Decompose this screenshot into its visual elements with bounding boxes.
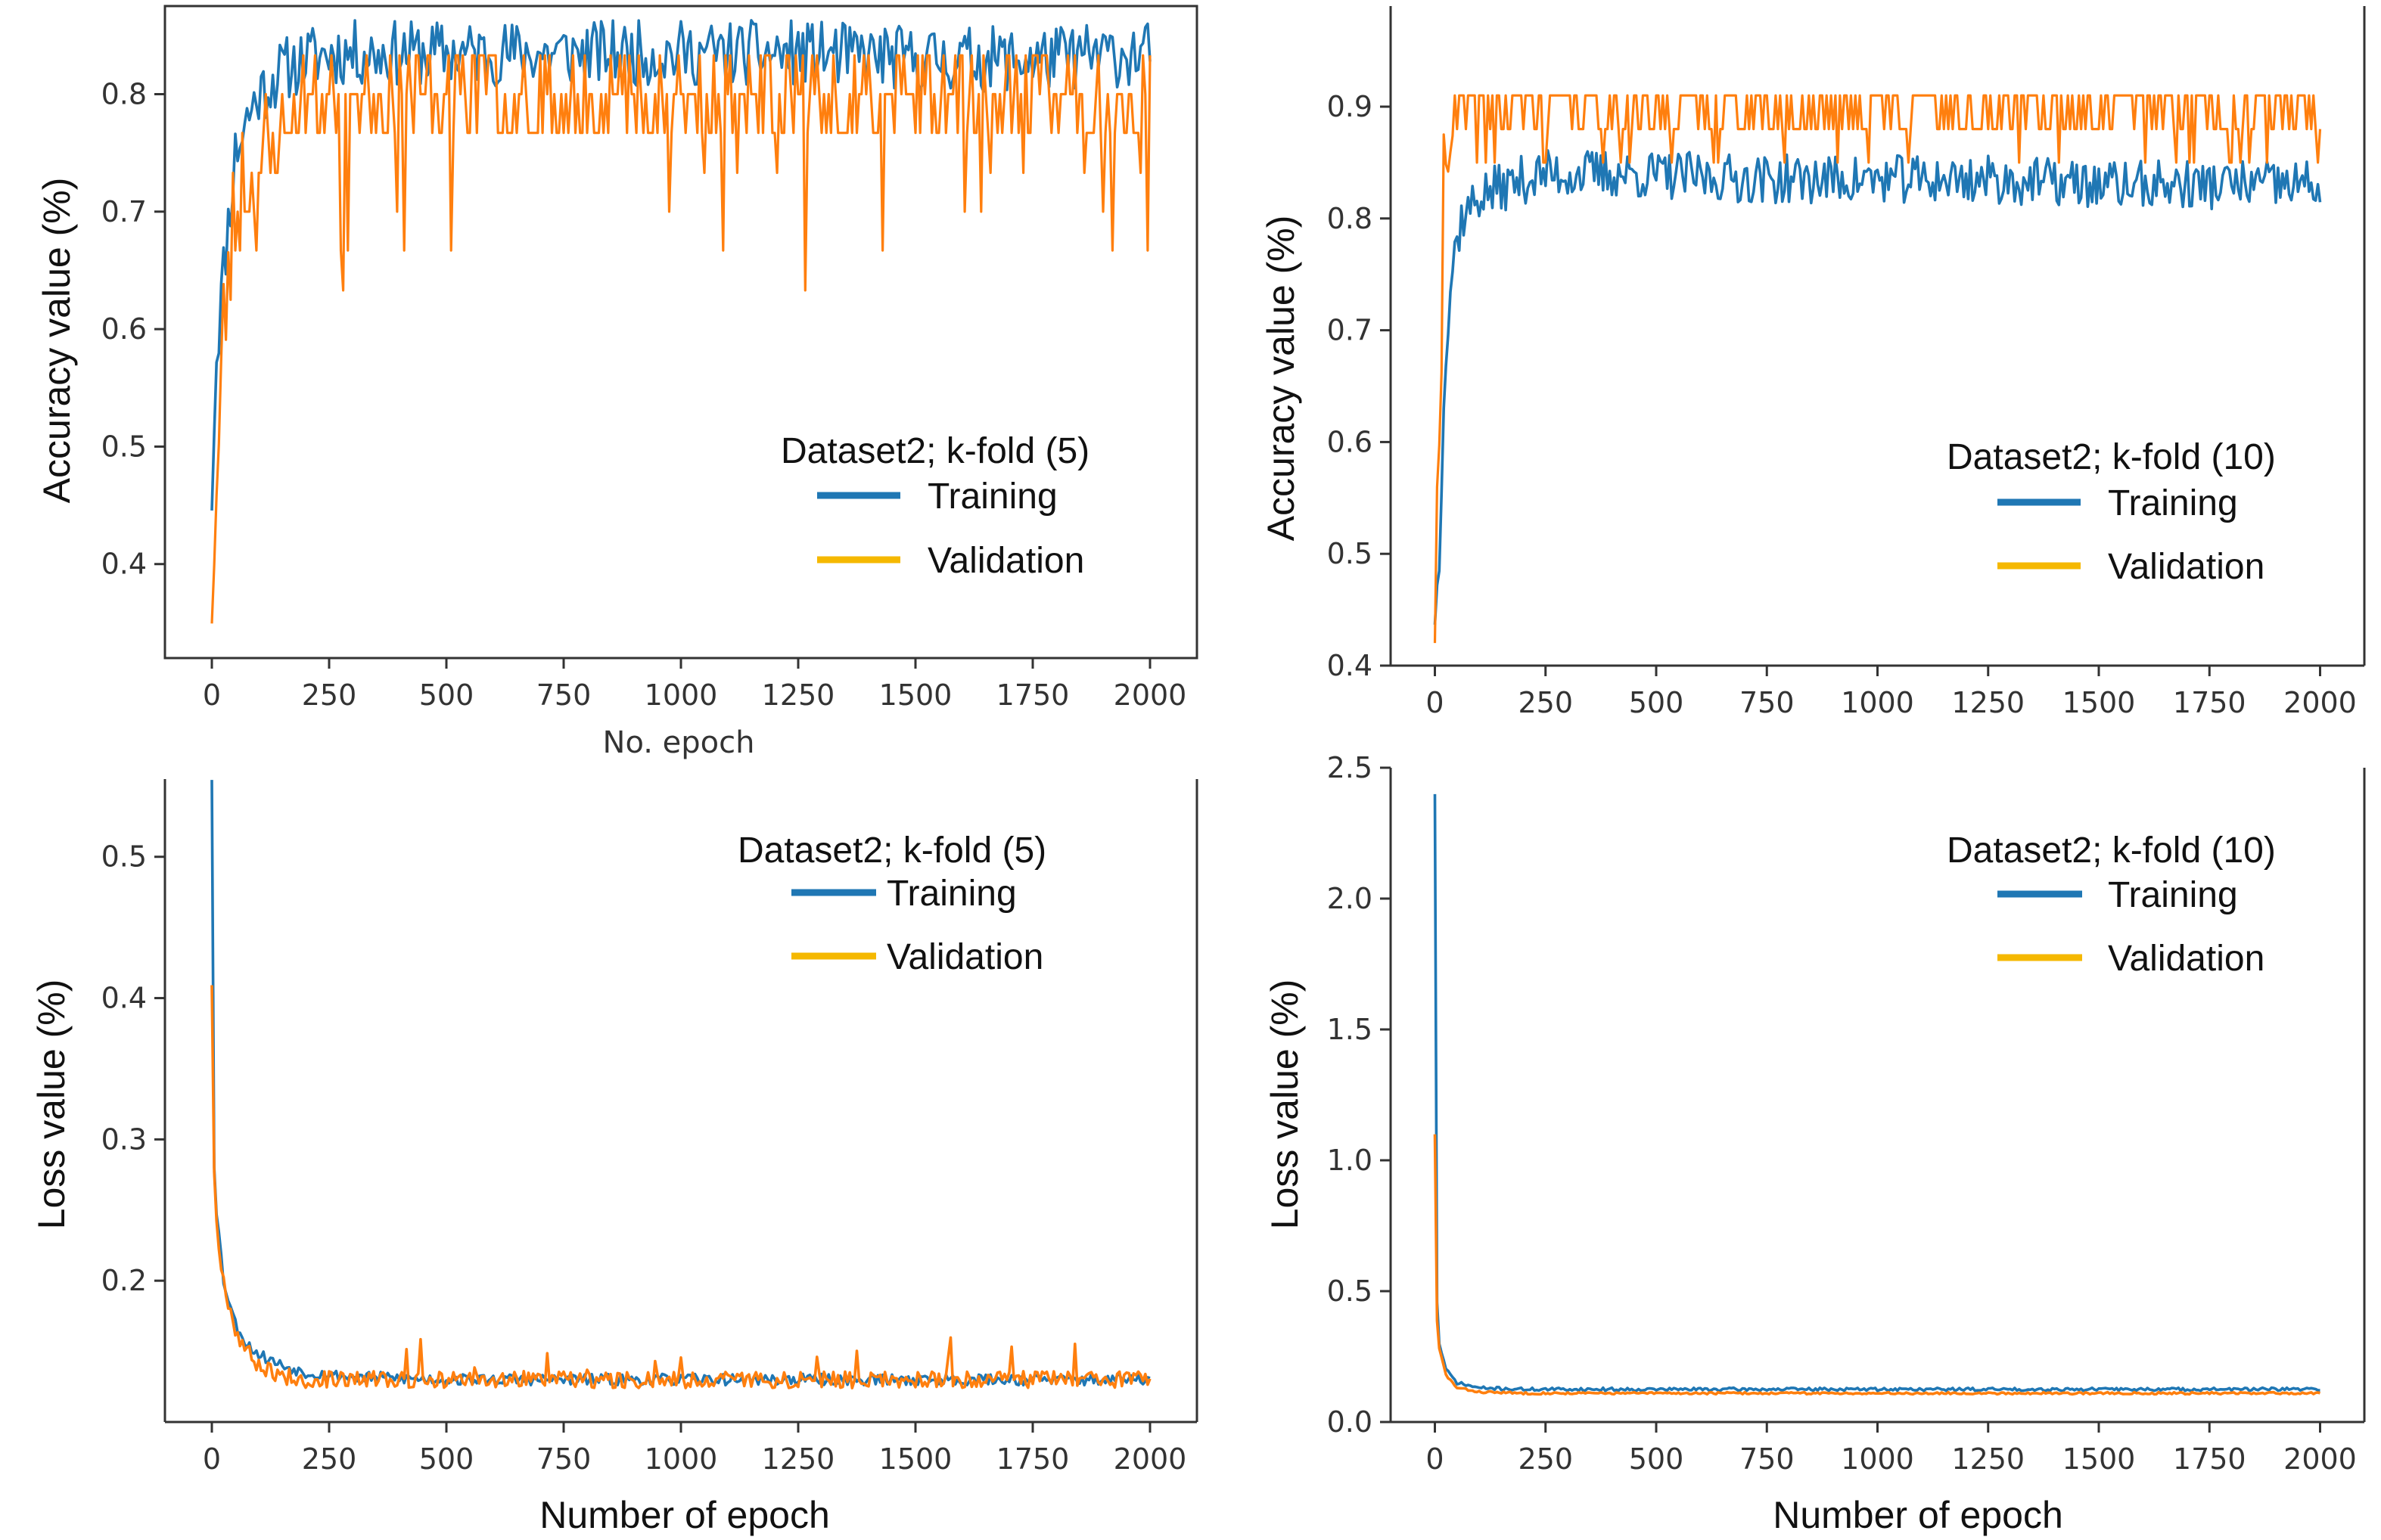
panel-acc-k5: Accuracy value (%) No. epoch Dataset2; k… <box>36 178 1089 760</box>
acc_k10-xtick-label: 500 <box>1629 686 1684 719</box>
acc_k5-xtick-label: 1500 <box>879 678 953 712</box>
acc_k10-xtick-label: 2000 <box>2283 686 2357 719</box>
acc-k5-legend-training-label: Training <box>928 477 1058 517</box>
acc_k10-ytick-label: 0.6 <box>1327 425 1372 458</box>
acc-k10-legend: Dataset2; k-fold (10) Training Validatio… <box>1947 437 2276 587</box>
loss_k10-xtick-label: 500 <box>1629 1442 1684 1476</box>
acc_k5-ytick-label: 0.5 <box>101 430 147 463</box>
loss_k10-xtick-label: 1250 <box>1951 1442 2025 1476</box>
loss_k10-series-training <box>1433 793 2320 1393</box>
panel-acc-k10: Accuracy value (%) Dataset2; k-fold (10)… <box>1260 216 2276 587</box>
acc_k10-xtick-label: 1750 <box>2173 686 2246 719</box>
loss_k5-xtick-label: 1500 <box>879 1442 953 1476</box>
acc_k5-xtick-label: 0 <box>203 678 221 712</box>
acc_k10-series-training <box>1433 149 2322 625</box>
acc_k10-ytick-label: 0.8 <box>1327 202 1372 235</box>
loss_k5-xtick-label: 250 <box>302 1442 357 1476</box>
loss-k10-xlabel: Number of epoch <box>1773 1494 2063 1536</box>
loss_k10-series-validation <box>1433 1134 2321 1396</box>
loss_k10-ytick-label: 0.0 <box>1327 1405 1372 1439</box>
acc_k5-xtick-label: 500 <box>419 678 474 712</box>
acc_k10-xtick-label: 250 <box>1518 686 1573 719</box>
loss-k5-ylabel: Loss value (%) <box>30 980 73 1230</box>
plot-acc_k5: 0 250 500 750 1000 1250 1500 1750 2000 0.4 0.5 0.6 0… <box>101 5 1198 712</box>
plot-loss_k10: 0 250 500 750 1000 1250 1500 1750 2000 0.0 0.5 1.0 1… <box>1327 751 2366 1476</box>
acc-k5-xlabel: No. epoch <box>603 725 755 760</box>
acc_k10-xtick-label: 1000 <box>1841 686 1914 719</box>
acc-k10-legend-training-label: Training <box>2108 483 2238 523</box>
acc-k5-ylabel: Accuracy value (%) <box>36 178 78 504</box>
loss_k10-xtick-label: 1000 <box>1841 1442 1914 1476</box>
loss_k5-ytick-label: 0.3 <box>101 1122 147 1156</box>
acc_k5-ytick-label: 0.8 <box>101 77 147 110</box>
acc_k5-xtick-label: 1250 <box>762 678 835 712</box>
acc-k10-legend-validation-label: Validation <box>2108 547 2264 587</box>
loss-k5-legend-training-label: Training <box>887 874 1017 914</box>
acc_k5-series-validation <box>210 54 1152 624</box>
acc_k10-series-validation <box>1433 94 2322 644</box>
loss-k10-legend-validation-label: Validation <box>2108 939 2264 979</box>
loss_k5-xtick-label: 0 <box>203 1442 221 1476</box>
acc_k5-ytick-label: 0.7 <box>101 195 147 228</box>
acc-k10-legend-title: Dataset2; k-fold (10) <box>1947 437 2276 477</box>
loss_k10-xtick-label: 0 <box>1425 1442 1444 1476</box>
loss-k10-legend-title: Dataset2; k-fold (10) <box>1947 831 2276 871</box>
loss_k10-xtick-label: 750 <box>1739 1442 1795 1476</box>
loss_k10-xtick-label: 1750 <box>2173 1442 2246 1476</box>
acc_k5-xtick-label: 2000 <box>1114 678 1187 712</box>
loss-k5-legend: Dataset2; k-fold (5) Training Validation <box>738 831 1046 977</box>
acc_k10-xtick-label: 1250 <box>1951 686 2025 719</box>
loss_k10-ytick-label: 1.5 <box>1327 1013 1372 1046</box>
acc_k10-xtick-label: 750 <box>1739 686 1795 719</box>
acc-k5-legend: Dataset2; k-fold (5) Training Validation <box>781 431 1089 581</box>
loss-k5-legend-validation-label: Validation <box>887 937 1043 977</box>
loss_k5-xtick-label: 750 <box>536 1442 592 1476</box>
loss-k5-legend-title: Dataset2; k-fold (5) <box>738 831 1046 871</box>
acc_k10-ytick-label: 0.9 <box>1327 90 1372 123</box>
acc_k10-xtick-label: 1500 <box>2062 686 2136 719</box>
loss_k5-xtick-label: 1000 <box>645 1442 718 1476</box>
loss_k5-xtick-label: 2000 <box>1114 1442 1187 1476</box>
panel-loss-k5: Loss value (%) Number of epoch Dataset2;… <box>30 831 1046 1536</box>
acc-k5-legend-validation-label: Validation <box>928 541 1084 581</box>
plot-acc_k10: 0 250 500 750 1000 1250 1500 1750 2000 0.4 0.5 0.6 0… <box>1327 6 2366 719</box>
acc-k10-ylabel: Accuracy value (%) <box>1260 216 1302 542</box>
loss_k10-ytick-label: 2.0 <box>1327 882 1372 915</box>
loss-k10-legend-training-label: Training <box>2108 875 2238 915</box>
loss_k5-xtick-label: 1250 <box>762 1442 835 1476</box>
loss_k10-ytick-label: 1.0 <box>1327 1144 1372 1177</box>
loss-k10-legend: Dataset2; k-fold (10) Training Validatio… <box>1947 831 2276 979</box>
acc_k5-xtick-label: 250 <box>302 678 357 712</box>
loss_k10-xtick-label: 250 <box>1518 1442 1573 1476</box>
loss-k10-ylabel: Loss value (%) <box>1264 980 1306 1230</box>
loss_k5-xtick-label: 500 <box>419 1442 474 1476</box>
loss_k10-xtick-label: 2000 <box>2283 1442 2357 1476</box>
acc-k5-legend-title: Dataset2; k-fold (5) <box>781 431 1089 471</box>
acc_k5-xtick-label: 750 <box>536 678 592 712</box>
loss_k5-ytick-label: 0.5 <box>101 840 147 874</box>
loss_k5-ytick-label: 0.2 <box>101 1264 147 1297</box>
loss_k10-ytick-label: 2.5 <box>1327 751 1372 784</box>
acc_k10-ytick-label: 0.4 <box>1327 649 1372 682</box>
acc_k5-xtick-label: 1750 <box>996 678 1070 712</box>
panel-loss-k10: Loss value (%) Number of epoch Dataset2;… <box>1264 831 2276 1536</box>
acc_k10-xtick-label: 0 <box>1425 686 1444 719</box>
plot-loss_k5: 0 250 500 750 1000 1250 1500 1750 2000 0.2 0.3 0.4 0… <box>101 779 1198 1476</box>
acc_k10-ytick-label: 0.5 <box>1327 537 1372 570</box>
acc_k5-ytick-label: 0.6 <box>101 312 147 346</box>
loss_k5-series-validation <box>210 985 1152 1389</box>
loss_k10-xtick-label: 1500 <box>2062 1442 2136 1476</box>
loss-k5-xlabel: Number of epoch <box>539 1494 830 1536</box>
loss_k5-xtick-label: 1750 <box>996 1442 1070 1476</box>
loss_k10-ytick-label: 0.5 <box>1327 1275 1372 1308</box>
acc_k10-ytick-label: 0.7 <box>1327 314 1372 347</box>
loss_k5-ytick-label: 0.4 <box>101 982 147 1015</box>
acc_k5-xtick-label: 1000 <box>645 678 718 712</box>
acc_k5-ytick-label: 0.4 <box>101 548 147 581</box>
